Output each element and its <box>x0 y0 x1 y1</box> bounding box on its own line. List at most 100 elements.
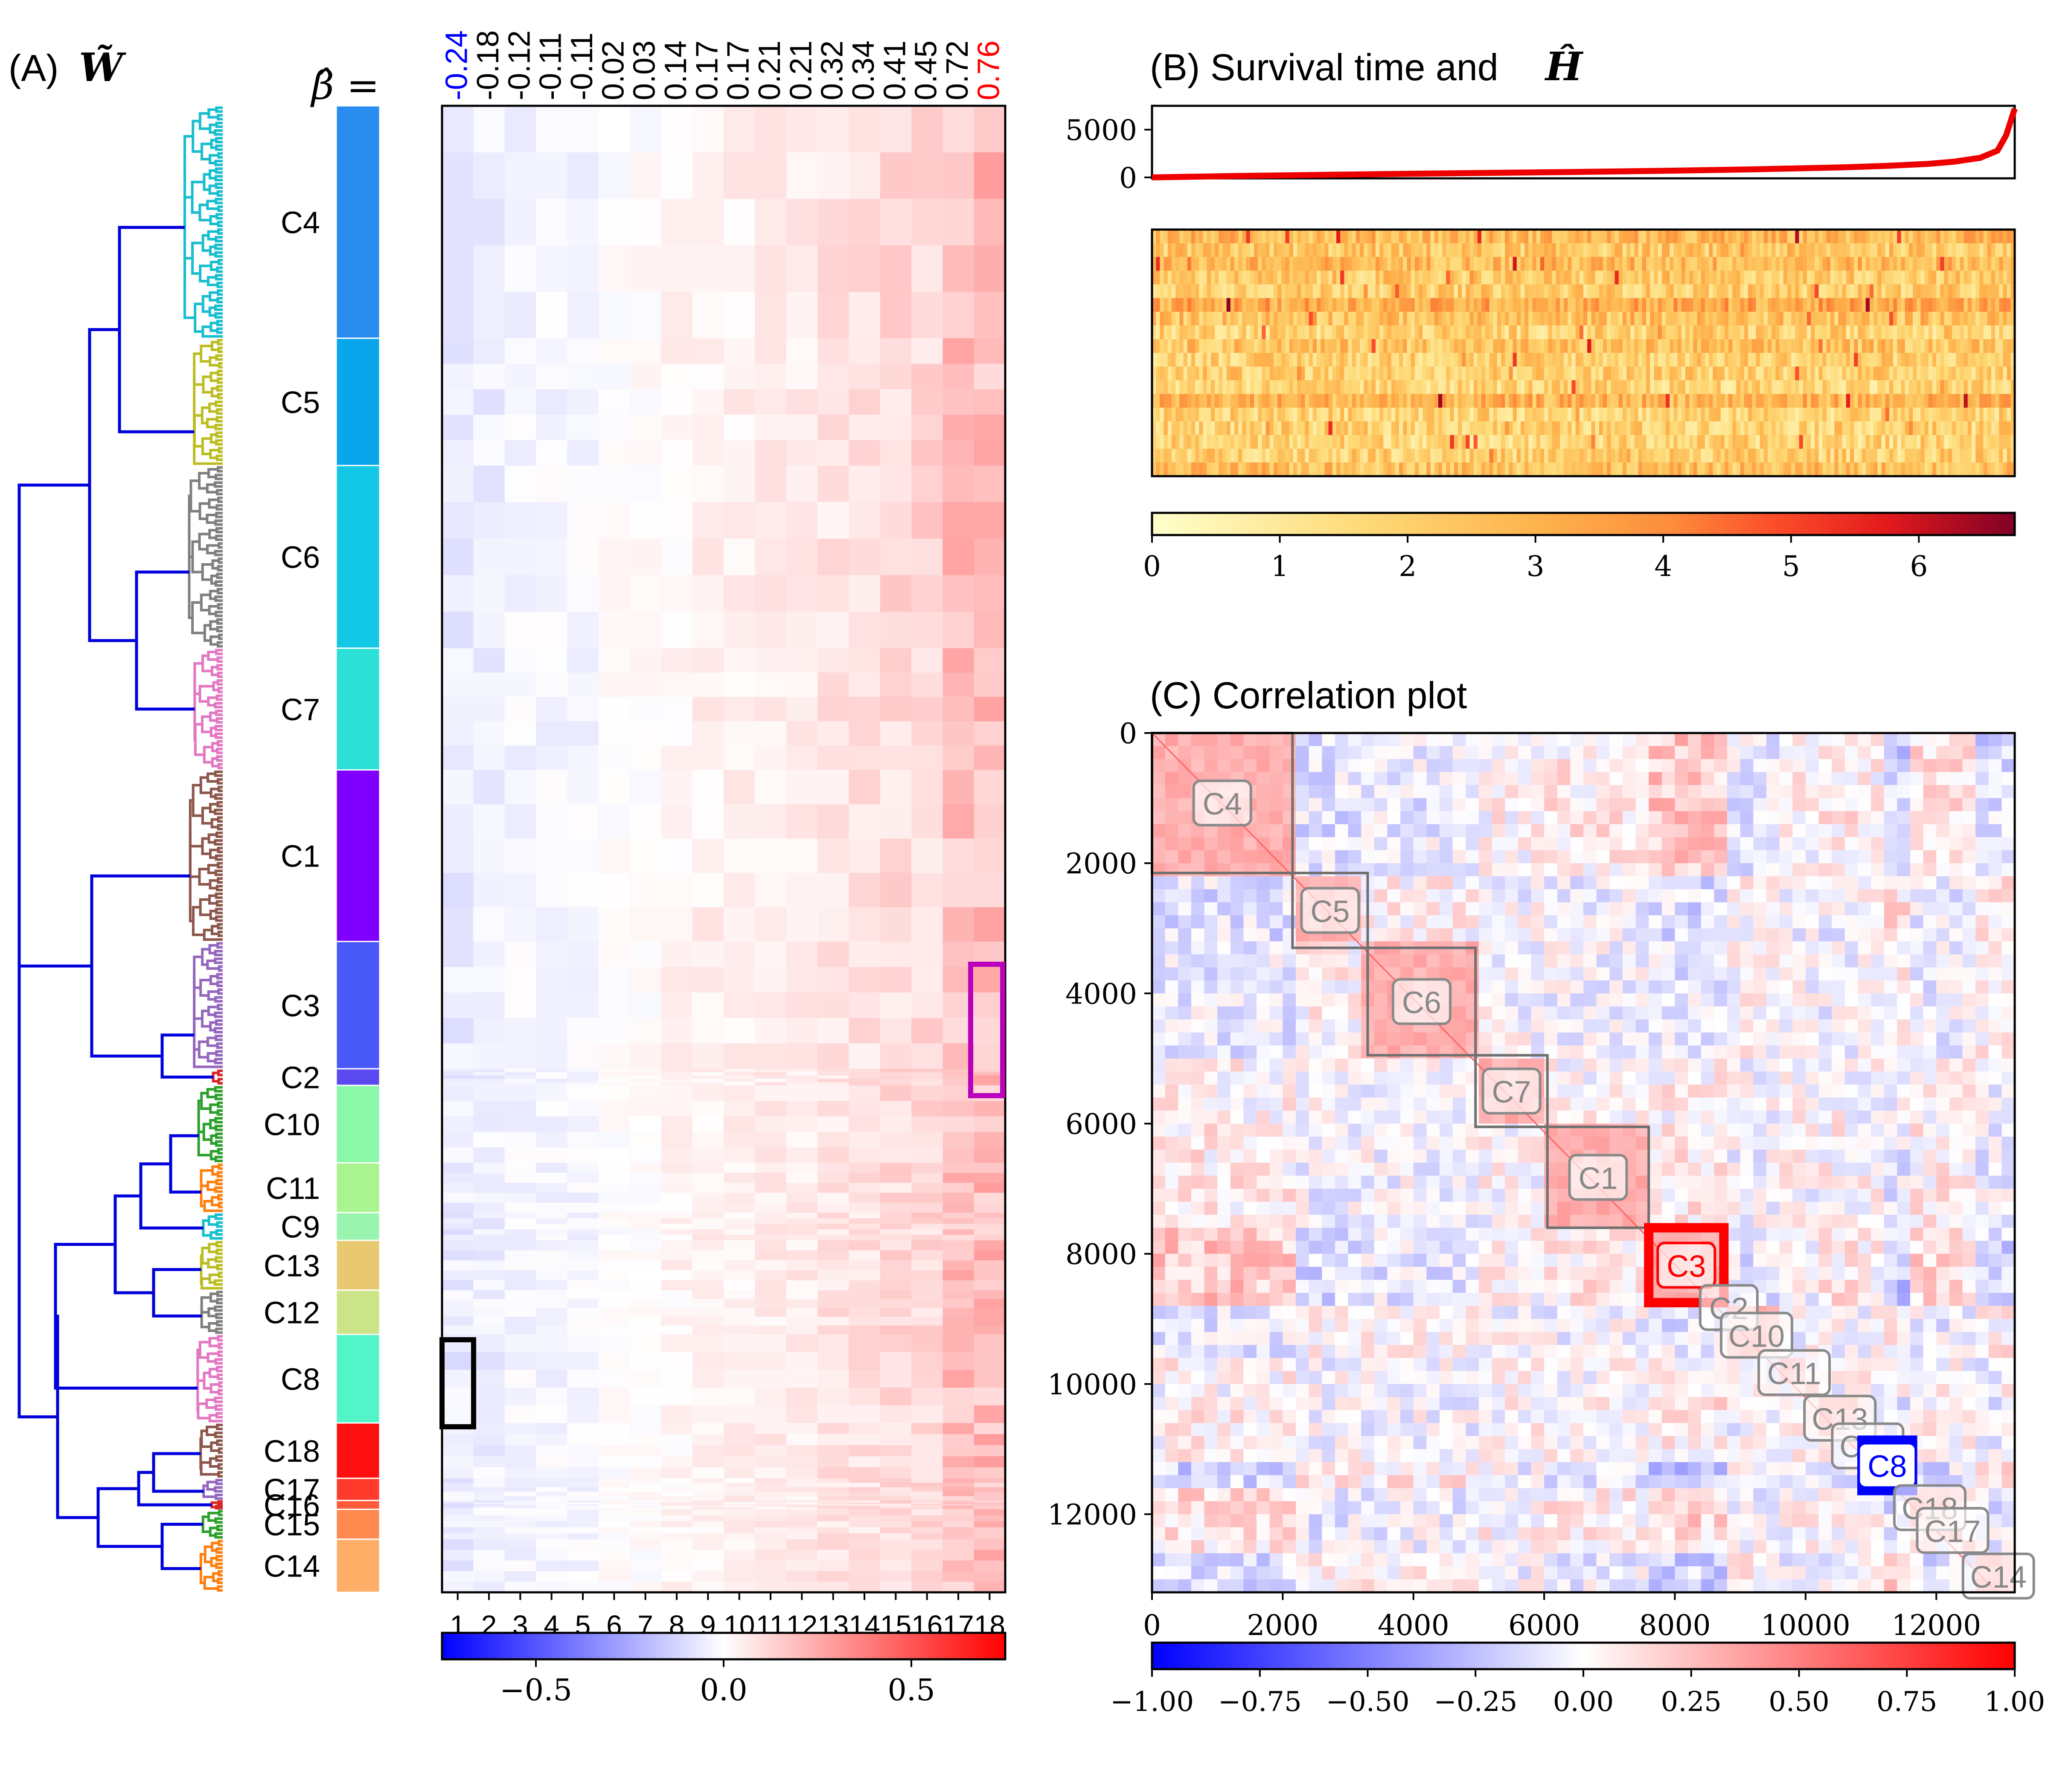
heatmap-a-cell <box>598 1317 630 1326</box>
h-heatmap-cell <box>1893 257 1898 271</box>
h-heatmap-cell <box>1889 311 1894 326</box>
h-heatmap-cell <box>1897 367 1902 381</box>
h-heatmap-cell <box>1779 257 1784 271</box>
h-heatmap-cell <box>1583 311 1588 326</box>
heatmap-a-cell <box>442 1240 474 1251</box>
heatmap-a-cell <box>442 1193 474 1203</box>
dendrogram-branch <box>215 183 223 189</box>
h-heatmap-cell <box>1273 325 1278 340</box>
dendrogram-branch <box>215 1312 223 1319</box>
h-heatmap-cell <box>1199 257 1204 271</box>
heatmap-a-cell <box>849 338 881 364</box>
heatmap-a-cell <box>786 1229 818 1236</box>
h-heatmap-cell <box>1438 325 1443 340</box>
h-heatmap-cell <box>1391 339 1396 353</box>
heatmap-a-cell <box>880 1500 912 1503</box>
h-heatmap-cell <box>1595 311 1600 326</box>
heatmap-a-cell <box>473 1229 505 1236</box>
heatmap-a-cell <box>849 1147 881 1164</box>
beta-label-2: -0.18 <box>471 30 505 100</box>
h-heatmap-cell <box>1434 243 1439 258</box>
h-heatmap-cell <box>1638 230 1643 244</box>
h-heatmap-cell <box>1964 257 1968 271</box>
h-heatmap-cell <box>1399 284 1404 299</box>
heatmap-a-cell <box>567 1072 599 1076</box>
h-heatmap-cell <box>1666 367 1670 381</box>
h-heatmap-cell <box>1481 271 1486 285</box>
h-heatmap-cell <box>1254 271 1259 285</box>
h-heatmap-cell <box>1156 380 1161 395</box>
h-heatmap-cell <box>1999 271 2004 285</box>
heatmap-a-cell <box>473 1250 505 1261</box>
h-heatmap-cell <box>1513 298 1517 312</box>
h-heatmap-cell <box>1513 325 1517 340</box>
h-heatmap-cell <box>1995 353 2000 367</box>
dendrogram-branch <box>207 1036 218 1047</box>
h-heatmap-cell <box>1893 380 1898 395</box>
heatmap-a-cell <box>786 1539 818 1551</box>
h-heatmap-cell <box>1673 311 1678 326</box>
h-heatmap-cell <box>1775 271 1780 285</box>
dendrogram-branch <box>216 1042 223 1049</box>
h-heatmap-cell <box>1642 230 1647 244</box>
cluster-label-c5: C5 <box>281 386 320 420</box>
h-heatmap-cell <box>1634 298 1639 312</box>
h-heatmap-cell <box>1509 257 1513 271</box>
heatmap-a-cell <box>536 1250 568 1261</box>
h-heatmap-cell <box>1269 394 1274 408</box>
h-heatmap-cell <box>1611 257 1615 271</box>
heatmap-a-cell <box>911 672 943 698</box>
h-heatmap-cell <box>1936 284 1941 299</box>
h-heatmap-cell <box>1967 311 1972 326</box>
cluster-label-c7: C7 <box>281 693 320 727</box>
heatmap-a-cell <box>943 389 975 415</box>
h-heatmap-cell <box>1779 243 1784 258</box>
heatmap-a-cell <box>943 291 975 339</box>
dendrogram-branch <box>217 1350 223 1357</box>
h-heatmap-cell <box>1830 298 1835 312</box>
heatmap-a-cell <box>786 465 818 503</box>
h-heatmap-cell <box>1371 339 1376 353</box>
h-heatmap-cell <box>1309 394 1313 408</box>
heatmap-a-cell <box>849 1183 881 1193</box>
heatmap-a-cell <box>442 414 474 441</box>
h-heatmap-cell <box>1873 394 1878 408</box>
heatmap-a-cell <box>504 245 536 292</box>
h-heatmap-cell <box>1732 380 1737 395</box>
heatmap-a-cell <box>536 1043 568 1069</box>
h-heatmap-cell <box>1799 271 1804 285</box>
h-heatmap-cell <box>1324 311 1329 326</box>
heatmap-a-cell <box>755 967 787 993</box>
heatmap-a-cell <box>630 1388 662 1406</box>
beta-label-8: 0.14 <box>659 41 693 100</box>
h-heatmap-cell <box>1395 230 1400 244</box>
dendrogram-branch <box>216 1298 223 1305</box>
dendrogram-branch <box>218 1163 223 1170</box>
h-heatmap-cell <box>1760 325 1764 340</box>
heatmap-a-cell <box>880 1502 912 1504</box>
h-heatmap-cell <box>1199 298 1204 312</box>
h-heatmap-cell <box>1328 394 1333 408</box>
heatmap-a-cell <box>661 1290 693 1300</box>
h-heatmap-cell <box>1457 367 1463 381</box>
heatmap-a-cell <box>473 1388 505 1406</box>
h-heatmap-cell <box>1689 230 1694 244</box>
h-heatmap-cell <box>1191 230 1196 244</box>
h-heatmap-cell <box>1321 298 1325 312</box>
heatmap-a-cell <box>755 1582 787 1593</box>
h-heatmap-cell <box>1367 353 1372 367</box>
h-heatmap-cell <box>1677 243 1682 258</box>
h-heatmap-cell <box>1724 325 1729 340</box>
h-heatmap-cell <box>1277 394 1282 408</box>
h-heatmap-cell <box>1219 271 1223 285</box>
h-heatmap-cell <box>1199 394 1204 408</box>
h-heatmap-cell <box>1485 298 1490 312</box>
h-heatmap-cell <box>1979 271 1984 285</box>
heatmap-a-cell <box>692 245 724 292</box>
heatmap-a-cell <box>661 1147 693 1164</box>
h-heatmap-cell <box>1869 257 1874 271</box>
heatmap-a-cell <box>974 1068 1006 1073</box>
h-heatmap-cell <box>1791 339 1796 353</box>
heatmap-a-cell <box>630 1506 662 1508</box>
heatmap-a-cell <box>661 611 693 649</box>
